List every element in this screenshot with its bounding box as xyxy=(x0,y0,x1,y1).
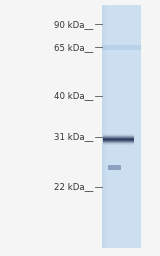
Text: 90 kDa__: 90 kDa__ xyxy=(54,20,94,29)
Bar xyxy=(102,45,141,50)
Bar xyxy=(103,138,134,139)
Bar xyxy=(103,136,134,137)
Bar xyxy=(103,137,134,138)
Bar xyxy=(105,5,106,248)
Bar xyxy=(103,144,134,145)
Text: 40 kDa__: 40 kDa__ xyxy=(54,91,94,101)
Bar xyxy=(103,142,134,143)
Bar xyxy=(106,5,108,248)
Bar xyxy=(104,5,105,248)
Bar xyxy=(108,165,121,170)
Bar xyxy=(103,143,134,144)
Bar xyxy=(103,140,134,141)
Bar xyxy=(103,134,134,135)
Bar xyxy=(103,135,134,136)
Bar xyxy=(103,5,104,248)
Bar xyxy=(103,139,134,140)
Bar xyxy=(102,5,103,248)
Text: 31 kDa__: 31 kDa__ xyxy=(54,132,94,142)
Text: 65 kDa__: 65 kDa__ xyxy=(54,43,94,52)
Bar xyxy=(103,141,134,142)
Text: 22 kDa__: 22 kDa__ xyxy=(54,182,94,191)
Bar xyxy=(102,5,141,248)
